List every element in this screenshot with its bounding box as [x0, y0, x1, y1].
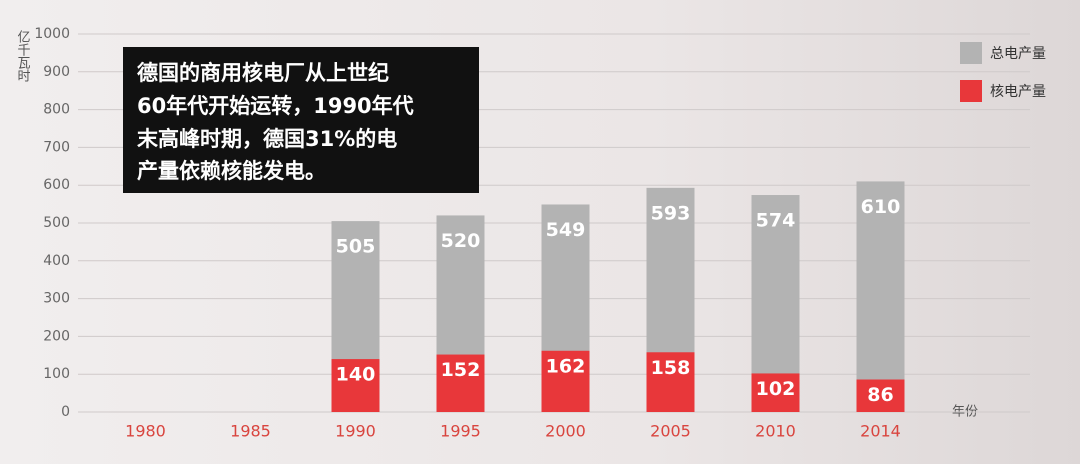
y-tick-label: 900 — [43, 64, 70, 80]
value-label: 505 — [336, 236, 376, 258]
value-label: 610 — [861, 196, 901, 218]
legend-swatch — [960, 42, 982, 64]
bar — [331, 359, 380, 412]
y-tick-label: 200 — [43, 328, 70, 344]
bar — [856, 181, 905, 412]
legend-swatch — [960, 80, 982, 102]
annotation-line: 末高峰时期，德国31%的电 — [137, 127, 397, 151]
y-tick-label: 300 — [43, 291, 70, 307]
x-tick-label: 1990 — [335, 422, 376, 441]
legend-label: 总电产量 — [990, 46, 1046, 62]
value-label: 549 — [546, 219, 586, 241]
value-label: 574 — [756, 210, 796, 232]
bar — [646, 352, 695, 412]
value-label: 152 — [441, 359, 481, 381]
annotation-line: 60年代开始运转，1990年代 — [137, 94, 414, 118]
value-label: 86 — [867, 384, 893, 406]
value-label: 593 — [651, 202, 691, 224]
bar — [856, 379, 905, 412]
x-tick-label: 1985 — [230, 422, 271, 441]
x-tick-label: 1995 — [440, 422, 481, 441]
y-tick-label: 600 — [43, 177, 70, 193]
value-label: 102 — [756, 378, 796, 400]
bar — [541, 350, 590, 412]
bar — [751, 373, 800, 412]
y-axis-label: 亿千瓦时 — [15, 30, 31, 82]
y-tick-label: 500 — [43, 215, 70, 231]
y-tick-label: 700 — [43, 139, 70, 155]
annotation-line: 德国的商用核电厂从上世纪 — [137, 61, 389, 85]
value-label: 158 — [651, 357, 691, 379]
x-tick-label: 2005 — [650, 422, 691, 441]
x-tick-label: 2014 — [860, 422, 901, 441]
x-tick-label: 2010 — [755, 422, 796, 441]
x-tick-label: 1980 — [125, 422, 166, 441]
y-tick-label: 1000 — [34, 26, 70, 42]
x-tick-label: 2000 — [545, 422, 586, 441]
value-label: 162 — [546, 355, 586, 377]
annotation-line: 产量依赖核能发电。 — [137, 159, 326, 183]
y-tick-label: 400 — [43, 253, 70, 269]
legend-label: 核电产量 — [990, 84, 1046, 100]
value-label: 140 — [336, 364, 376, 386]
annotation-box — [123, 47, 479, 193]
bar — [436, 354, 485, 412]
y-tick-label: 800 — [43, 102, 70, 118]
value-label: 520 — [441, 230, 481, 252]
y-tick-label: 0 — [61, 404, 70, 420]
y-tick-label: 100 — [43, 366, 70, 382]
